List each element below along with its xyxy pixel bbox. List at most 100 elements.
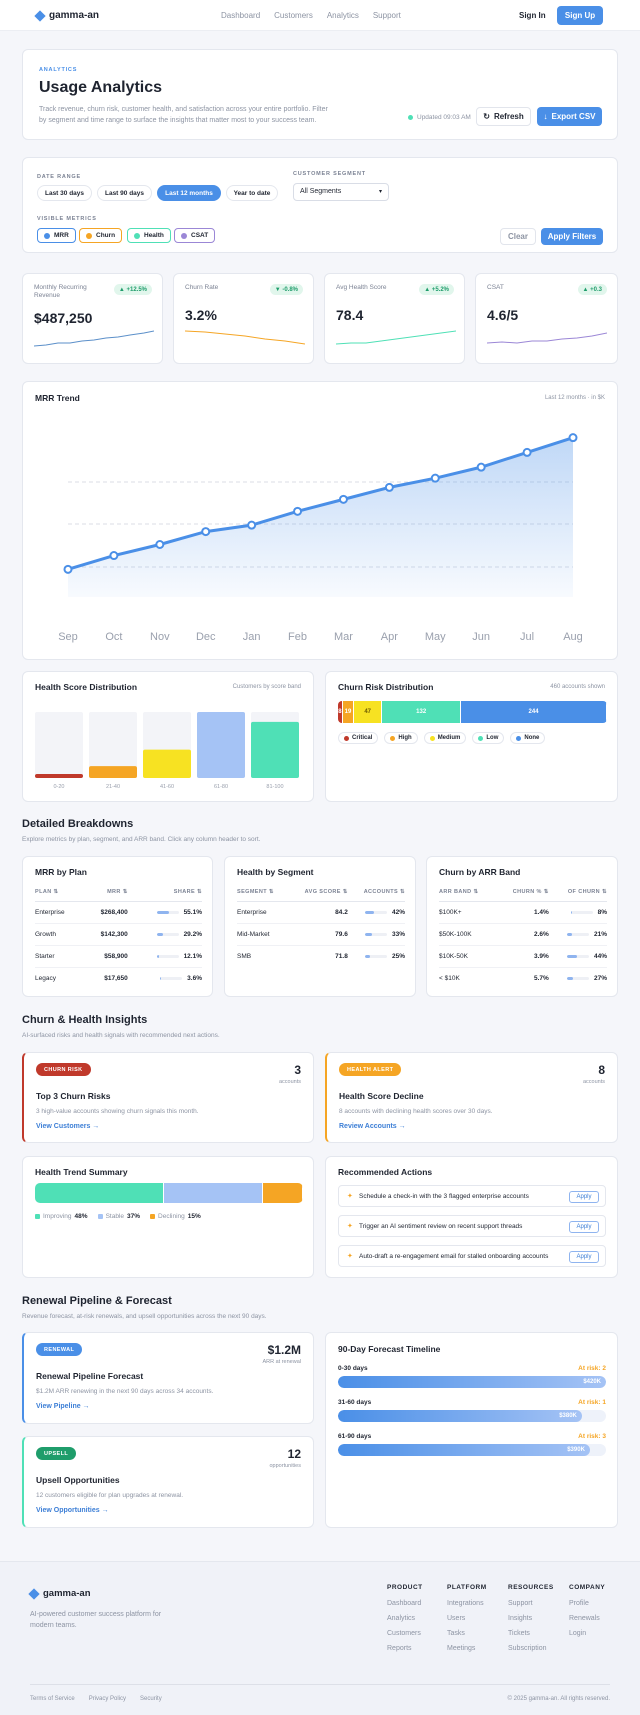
footer-link[interactable]: Customers bbox=[387, 1630, 421, 1637]
terms-link[interactable]: Terms of Service bbox=[30, 1696, 75, 1702]
health-alert-insight-card: HEALTH ALERT 8 accounts Health Score Dec… bbox=[325, 1052, 618, 1143]
legend-label: Medium bbox=[437, 735, 461, 741]
churn-risk-segment[interactable]: 244 bbox=[461, 701, 607, 723]
forecast-row[interactable]: 31-60 days At risk: 1 $380K bbox=[338, 1399, 606, 1423]
footer-link[interactable]: Tasks bbox=[447, 1630, 465, 1637]
mrr-point[interactable] bbox=[568, 433, 578, 443]
health-dot-icon bbox=[134, 232, 140, 239]
forecast-row[interactable]: 0-30 days At risk: 2 $420K bbox=[338, 1365, 606, 1389]
column-header[interactable]: CHURN % ⇅ bbox=[496, 883, 549, 902]
footer-link[interactable]: Support bbox=[508, 1600, 533, 1607]
metric-chip-mrr[interactable]: MRR bbox=[37, 228, 76, 243]
footer-brand[interactable]: gamma-an bbox=[28, 1587, 91, 1600]
footer-link[interactable]: Login bbox=[569, 1630, 587, 1637]
trend-segment[interactable] bbox=[163, 1183, 263, 1203]
footer-link[interactable]: Analytics bbox=[387, 1615, 416, 1622]
refresh-button[interactable]: ↻ Refresh bbox=[476, 107, 531, 126]
table-row[interactable]: Legacy $17,650 3.6% bbox=[35, 967, 202, 989]
metric-chip-health[interactable]: Health bbox=[127, 228, 171, 243]
x-tick-label: Aug bbox=[563, 631, 583, 643]
table-row[interactable]: $100K+ 1.4% 8% bbox=[439, 901, 607, 924]
health-bar[interactable] bbox=[35, 774, 83, 778]
mrr-point[interactable] bbox=[109, 551, 119, 561]
table-row[interactable]: < $10K 5.7% 27% bbox=[439, 967, 607, 989]
nav-link-support[interactable]: Support bbox=[372, 11, 401, 20]
security-link[interactable]: Security bbox=[140, 1696, 162, 1702]
column-header[interactable]: OF CHURN ⇅ bbox=[548, 883, 607, 902]
footer-link[interactable]: Insights bbox=[508, 1615, 533, 1622]
sign-up-button[interactable]: Sign Up bbox=[557, 6, 603, 25]
churn-risk-segment[interactable]: 47 bbox=[354, 701, 383, 723]
footer-column: COMPANY Profile Renewals Login bbox=[569, 1584, 605, 1645]
column-header[interactable]: SEGMENT ⇅ bbox=[237, 883, 289, 902]
table-row[interactable]: Enterprise 84.2 42% bbox=[237, 901, 405, 924]
health-bar[interactable] bbox=[251, 721, 299, 778]
apply-action-button[interactable]: Apply bbox=[569, 1251, 599, 1263]
column-header[interactable]: AVG SCORE ⇅ bbox=[288, 883, 348, 902]
date-range-12m[interactable]: Last 12 months bbox=[157, 185, 221, 201]
churn-risk-segment[interactable]: 19 bbox=[342, 701, 355, 723]
nav-link-dashboard[interactable]: Dashboard bbox=[221, 11, 261, 20]
table-row[interactable]: Mid-Market 79.6 33% bbox=[237, 923, 405, 946]
footer-link[interactable]: Renewals bbox=[569, 1615, 600, 1622]
date-range-90d[interactable]: Last 90 days bbox=[97, 185, 152, 201]
footer-link[interactable]: Subscription bbox=[508, 1645, 547, 1652]
trend-segment[interactable] bbox=[262, 1183, 303, 1203]
column-header[interactable]: PLAN ⇅ bbox=[35, 883, 84, 902]
footer-link[interactable]: Profile bbox=[569, 1600, 589, 1607]
apply-action-button[interactable]: Apply bbox=[569, 1221, 599, 1233]
mrr-point[interactable] bbox=[247, 520, 257, 530]
table-row[interactable]: $10K-50K 3.9% 44% bbox=[439, 945, 607, 968]
health-bar[interactable] bbox=[197, 712, 245, 778]
metric-chip-churn[interactable]: Churn bbox=[79, 228, 123, 243]
table-row[interactable]: Enterprise $268,400 55.1% bbox=[35, 901, 202, 924]
footer-link[interactable]: Reports bbox=[387, 1645, 412, 1652]
mrr-point[interactable] bbox=[522, 447, 532, 457]
column-header[interactable]: ACCOUNTS ⇅ bbox=[347, 883, 405, 902]
privacy-link[interactable]: Privacy Policy bbox=[88, 1696, 127, 1702]
mrr-point[interactable] bbox=[201, 527, 211, 537]
export-csv-button[interactable]: ↓ Export CSV bbox=[537, 107, 602, 126]
forecast-row[interactable]: 61-90 days At risk: 3 $390K bbox=[338, 1433, 606, 1457]
review-accounts-link[interactable]: Review Accounts → bbox=[339, 1123, 406, 1130]
nav-link-customers[interactable]: Customers bbox=[274, 11, 313, 20]
metric-chip-csat[interactable]: CSAT bbox=[174, 228, 216, 243]
mrr-point[interactable] bbox=[476, 462, 486, 472]
column-header[interactable]: SHARE ⇅ bbox=[127, 883, 202, 902]
sign-in-link[interactable]: Sign In bbox=[519, 11, 546, 20]
segment-select[interactable]: All Segments ▾ bbox=[293, 183, 389, 201]
column-header[interactable]: MRR ⇅ bbox=[83, 883, 128, 902]
health-bar[interactable] bbox=[89, 766, 137, 778]
footer-link[interactable]: Dashboard bbox=[387, 1600, 422, 1607]
mrr-point[interactable] bbox=[384, 482, 394, 492]
footer-link[interactable]: Users bbox=[447, 1615, 466, 1622]
footer-link[interactable]: Meetings bbox=[447, 1645, 476, 1652]
churn-risk-segment[interactable]: 8 bbox=[338, 701, 343, 723]
mrr-point[interactable] bbox=[293, 506, 303, 516]
view-opportunities-link[interactable]: View Opportunities → bbox=[36, 1507, 109, 1514]
brand-logo[interactable]: gamma-an bbox=[34, 9, 99, 22]
date-range-30d[interactable]: Last 30 days bbox=[37, 185, 92, 201]
table-row[interactable]: Growth $142,300 29.2% bbox=[35, 923, 202, 946]
footer-link[interactable]: Tickets bbox=[508, 1630, 530, 1637]
date-range-ytd[interactable]: Year to date bbox=[226, 185, 278, 201]
nav-link-analytics[interactable]: Analytics bbox=[326, 11, 359, 20]
footer-link[interactable]: Integrations bbox=[447, 1600, 484, 1607]
mrr-point[interactable] bbox=[63, 564, 73, 574]
mrr-point[interactable] bbox=[338, 494, 348, 504]
health-bar[interactable] bbox=[143, 749, 191, 778]
clear-filters-button[interactable]: Clear bbox=[500, 228, 536, 245]
table-row[interactable]: Starter $58,900 12.1% bbox=[35, 945, 202, 968]
view-customers-link[interactable]: View Customers → bbox=[36, 1123, 100, 1130]
table-row[interactable]: SMB 71.8 25% bbox=[237, 945, 405, 967]
apply-filters-button[interactable]: Apply Filters bbox=[541, 228, 603, 245]
table-row[interactable]: $50K-100K 2.6% 21% bbox=[439, 923, 607, 946]
mrr-point[interactable] bbox=[430, 473, 440, 483]
apply-action-button[interactable]: Apply bbox=[569, 1191, 599, 1203]
view-pipeline-link[interactable]: View Pipeline → bbox=[36, 1403, 90, 1410]
column-header[interactable]: ARR BAND ⇅ bbox=[439, 883, 497, 902]
churn-risk-segment[interactable]: 132 bbox=[382, 701, 462, 723]
trend-segment[interactable] bbox=[35, 1183, 164, 1203]
row-value: $17,650 bbox=[104, 974, 128, 982]
mrr-point[interactable] bbox=[155, 540, 165, 549]
